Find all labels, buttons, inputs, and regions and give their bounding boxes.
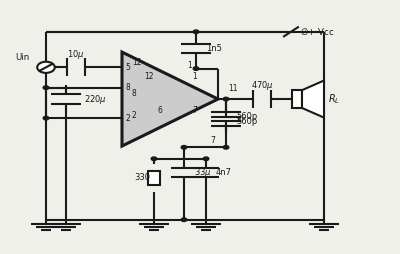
Text: 560p: 560p (236, 117, 257, 126)
Circle shape (203, 157, 209, 161)
Circle shape (37, 62, 55, 73)
Text: 10$\mu$: 10$\mu$ (67, 47, 85, 61)
Text: 7: 7 (210, 136, 215, 146)
Circle shape (223, 146, 229, 149)
Circle shape (193, 67, 199, 70)
Text: 1n5: 1n5 (206, 44, 222, 53)
Text: 12: 12 (132, 58, 142, 67)
Text: $\varnothing$+ Vcc: $\varnothing$+ Vcc (300, 26, 334, 37)
Circle shape (181, 218, 187, 221)
Text: 12: 12 (144, 72, 154, 81)
Circle shape (151, 157, 157, 161)
Text: 220$\mu$: 220$\mu$ (84, 92, 107, 106)
Text: 1: 1 (187, 60, 192, 70)
Bar (292, 90, 302, 108)
Text: 6: 6 (158, 106, 163, 115)
Text: 2: 2 (125, 114, 130, 123)
Circle shape (43, 86, 49, 89)
Polygon shape (122, 52, 218, 146)
Circle shape (193, 30, 199, 34)
Polygon shape (302, 81, 324, 118)
Text: 8: 8 (132, 89, 137, 99)
Text: 560p: 560p (236, 112, 257, 121)
Circle shape (43, 116, 49, 120)
Text: 8: 8 (125, 83, 130, 92)
Text: $R_L$: $R_L$ (328, 92, 340, 106)
Text: 470$\mu$: 470$\mu$ (250, 79, 274, 92)
Circle shape (223, 97, 229, 101)
Text: 4n7: 4n7 (216, 168, 232, 177)
Text: 7: 7 (192, 106, 197, 115)
Text: 2: 2 (132, 111, 137, 120)
Text: 330: 330 (134, 173, 150, 182)
Bar (148, 171, 160, 185)
Text: 33$\mu$: 33$\mu$ (194, 166, 212, 179)
Text: Uin: Uin (15, 53, 29, 62)
Text: 5: 5 (125, 63, 130, 72)
Text: 1: 1 (192, 72, 197, 81)
Text: 11: 11 (228, 84, 238, 93)
Circle shape (181, 146, 187, 149)
